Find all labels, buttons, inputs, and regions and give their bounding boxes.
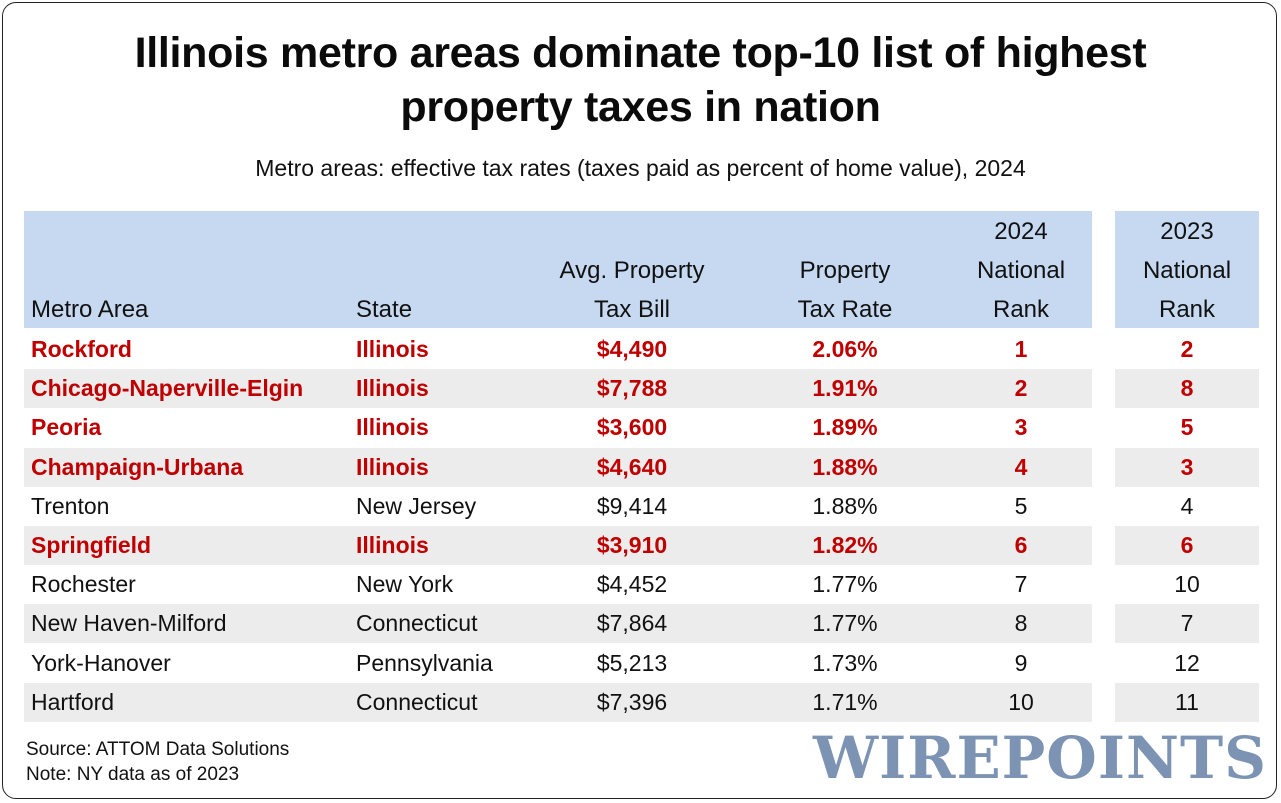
tax-rate-cell: 1.71%: [812, 689, 878, 715]
tax-rate-cell: 1.88%: [812, 493, 878, 519]
metro-area-cell: Trenton: [31, 493, 110, 519]
metro-area-cell: Chicago-Naperville-Elgin: [31, 375, 304, 401]
header-rank-2023-line-3: Rank: [1158, 296, 1216, 323]
avg-tax-bill-cell: $7,864: [596, 610, 668, 636]
state-cell: Illinois: [356, 454, 429, 480]
rank-2023-cell: 11: [1175, 689, 1199, 715]
state-cell: New York: [356, 571, 454, 597]
metro-area-cell: Springfield: [31, 532, 152, 558]
rank-2024-cell: 8: [1014, 610, 1028, 636]
rank-2024-cell: 2: [1014, 375, 1028, 401]
avg-tax-bill-cell: $7,396: [596, 689, 668, 715]
rank-2024-cell: 10: [1008, 689, 1034, 715]
state-cell: Illinois: [356, 375, 429, 401]
row-stripe: [24, 604, 1092, 643]
rank-2024-cell: 3: [1014, 414, 1028, 440]
header-band-main: [24, 211, 1092, 328]
state-cell: Illinois: [356, 336, 429, 362]
chart-title: Illinois metro areas dominate top-10 lis…: [0, 26, 1281, 134]
metro-area-cell: Rockford: [31, 336, 132, 362]
metro-area-cell: Hartford: [31, 689, 115, 715]
rank-2023-cell: 7: [1180, 610, 1194, 636]
wirepoints-logo: WIREPOINTS: [813, 724, 1268, 792]
metro-area-cell: Champaign-Urbana: [31, 454, 244, 480]
state-cell: Pennsylvania: [356, 650, 493, 676]
metro-area-cell: York-Hanover: [31, 650, 171, 676]
header-tax-rate-line-1: Property: [799, 257, 891, 284]
row-stripe-2023: [1115, 683, 1259, 722]
rank-2024-cell: 1: [1014, 336, 1028, 362]
source-note: Source: ATTOM Data Solutions: [26, 739, 290, 760]
metro-area-cell: New Haven-Milford: [31, 610, 227, 636]
tax-rate-cell: 2.06%: [812, 336, 878, 362]
tax-rate-cell: 1.91%: [812, 375, 878, 401]
rank-2023-cell: 5: [1180, 414, 1194, 440]
metro-area-cell: Peoria: [31, 414, 102, 440]
rank-2024-cell: 9: [1014, 650, 1028, 676]
rank-2023-cell: 2: [1180, 336, 1194, 362]
rank-2023-cell: 4: [1180, 493, 1194, 519]
header-band-2023: [1115, 211, 1259, 328]
rank-2024-cell: 7: [1014, 571, 1028, 597]
header-rank-2024-line-1: 2024: [994, 218, 1048, 245]
header-rank-2024-line-2: National: [976, 257, 1066, 284]
tax-rate-cell: 1.77%: [812, 571, 878, 597]
rank-2023-cell: 12: [1174, 650, 1200, 676]
metro-area-cell: Rochester: [31, 571, 136, 597]
header-metro-area: Metro Area: [31, 296, 149, 323]
header-tax-rate-line-2: Tax Rate: [797, 296, 893, 323]
tax-rate-cell: 1.89%: [812, 414, 878, 440]
avg-tax-bill-cell: $9,414: [596, 493, 668, 519]
row-stripe-2023: [1115, 448, 1259, 487]
rank-2024-cell: 6: [1014, 532, 1028, 558]
avg-tax-bill-cell: $7,788: [596, 375, 668, 401]
avg-tax-bill-cell: $3,910: [596, 532, 668, 558]
title-line-1: Illinois metro areas dominate top-10 lis…: [134, 29, 1147, 77]
row-stripe-2023: [1115, 526, 1259, 565]
row-stripe: [24, 526, 1092, 565]
state-cell: Illinois: [356, 532, 429, 558]
header-rank-2023-line-1: 2023: [1160, 218, 1214, 245]
header-avg-bill-line-1: Avg. Property: [559, 257, 705, 284]
avg-tax-bill-cell: $4,490: [596, 336, 668, 362]
rank-2023-cell: 8: [1180, 375, 1194, 401]
rank-2023-cell: 10: [1174, 571, 1200, 597]
row-stripe: [24, 369, 1092, 408]
tax-rate-cell: 1.73%: [812, 650, 878, 676]
title-line-2: property taxes in nation: [400, 83, 881, 131]
header-rank-2024-line-3: Rank: [992, 296, 1050, 323]
state-cell: New Jersey: [356, 493, 477, 519]
state-cell: Connecticut: [356, 689, 478, 715]
avg-tax-bill-cell: $3,600: [596, 414, 668, 440]
state-cell: Connecticut: [356, 610, 478, 636]
chart-subtitle: Metro areas: effective tax rates (taxes …: [255, 155, 1026, 181]
tax-rate-cell: 1.88%: [812, 454, 878, 480]
state-cell: Illinois: [356, 414, 429, 440]
avg-tax-bill-cell: $5,213: [596, 650, 668, 676]
row-stripe: [24, 448, 1092, 487]
rank-2023-cell: 6: [1180, 532, 1194, 558]
avg-tax-bill-cell: $4,452: [596, 571, 668, 597]
rank-2023-cell: 3: [1180, 454, 1194, 480]
tax-rate-cell: 1.82%: [812, 532, 878, 558]
row-stripe: [24, 683, 1092, 722]
tax-rate-cell: 1.77%: [812, 610, 878, 636]
data-note: Note: NY data as of 2023: [26, 764, 240, 785]
row-stripe-2023: [1115, 369, 1259, 408]
rank-2024-cell: 4: [1014, 454, 1028, 480]
header-avg-bill-line-2: Tax Bill: [593, 296, 671, 323]
header-state: State: [356, 296, 413, 323]
row-stripe-2023: [1115, 604, 1259, 643]
rank-2024-cell: 5: [1014, 493, 1028, 519]
header-rank-2023-line-2: National: [1142, 257, 1232, 284]
avg-tax-bill-cell: $4,640: [596, 454, 668, 480]
